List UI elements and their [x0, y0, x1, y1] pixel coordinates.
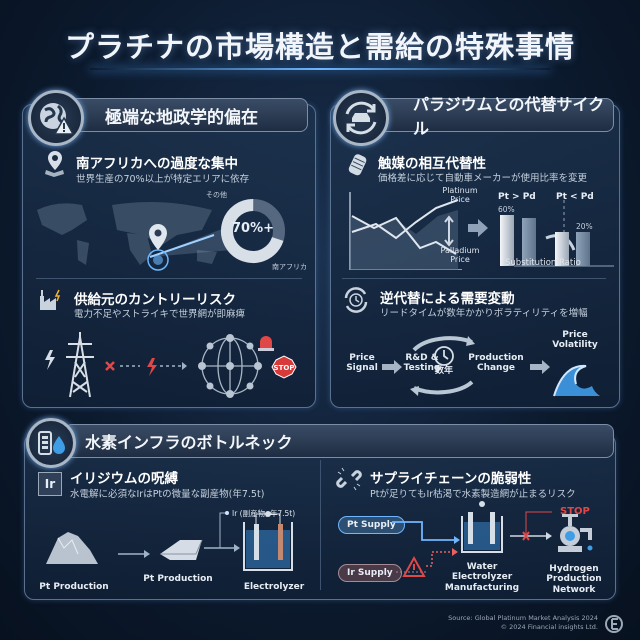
south-africa-marker: [140, 222, 176, 276]
section-desc: リードタイムが数年かかりボラティリティを増幅: [380, 308, 588, 319]
section-title: 逆代替による需要変動: [380, 291, 515, 307]
copyright-text: © 2024 Financial insights Ltd.: [500, 623, 598, 632]
section-title: サプライチェーンの脆弱性: [370, 471, 532, 487]
globe-warning-icon: [28, 90, 84, 146]
power-grid-diagram: STOP: [45, 332, 297, 398]
lightning-icon: [45, 350, 55, 370]
ir-supply-badge: Ir Supply: [338, 564, 402, 582]
stop-label: STOP: [560, 506, 590, 517]
platinum-bar-icon: [160, 540, 202, 560]
page-title: プラチナの市場構造と需給の特殊事情: [64, 30, 575, 64]
price-signal-label: Price Signal: [346, 353, 378, 374]
divider: [342, 278, 606, 279]
stop-sign-icon: [271, 355, 297, 379]
donut-center-value: 70%+: [231, 221, 274, 236]
manufacturing-label: Water Electrolyzer Manufacturing: [444, 562, 520, 593]
hydrogen-valve-icon: [558, 514, 593, 552]
arrow-right-icon: [468, 219, 488, 237]
share-donut-chart: [221, 199, 285, 263]
bar-pt-high: [500, 215, 514, 266]
platinum-price-label: Platinum Price: [442, 186, 478, 205]
clock-cycle-icon: [344, 287, 368, 313]
section-desc: Ptが足りてもIr枯渇で水素製造網が止まるリスク: [370, 489, 576, 500]
broken-chain-icon: [336, 467, 362, 491]
panel-header: 極端な地政学的偏在: [60, 98, 308, 132]
substitution-ratio-label: Substitution Ratio: [505, 258, 581, 268]
clock-icon: [434, 346, 454, 366]
price-volatility-label: Price Volatility: [552, 330, 598, 351]
supply-chain-diagram: [392, 501, 593, 577]
car-cycle-icon: [333, 90, 389, 146]
pt-supply-badge: Pt Supply: [338, 516, 405, 534]
pct-low-label: 20%: [576, 222, 593, 231]
wave-icon: [553, 364, 600, 397]
ore-label: Pt Production: [39, 582, 109, 592]
rnd-testing-label: R&D & Testing: [403, 353, 441, 374]
panel-header: 水素インフラのボトルネック: [64, 424, 614, 458]
location-pin-icon: [45, 151, 64, 177]
company-logo-icon: [605, 615, 623, 633]
section-title: 供給元のカントリーリスク: [74, 292, 236, 308]
section-desc: 価格差に応じて自動車メーカーが使用比率を変更: [378, 173, 588, 184]
red-lightning-icon: [147, 358, 157, 376]
palladium-price-label: Palladium Price: [440, 246, 480, 265]
electrolyzer-icon: [461, 501, 503, 553]
pt-gt-pd-label: Pt > Pd: [498, 192, 536, 202]
warning-icon: [402, 555, 426, 577]
years-label: 数年: [434, 366, 453, 376]
iridium-note: Ir (副産物, 年7.5t): [232, 509, 296, 518]
alarm-siren-icon: [260, 336, 272, 348]
title-divider: [90, 68, 550, 70]
substitution-chart: [349, 192, 614, 270]
broken-x-icon: [105, 361, 115, 371]
section-title: 南アフリカへの過度な集中: [76, 156, 238, 172]
pct-high-label: 60%: [498, 205, 515, 214]
divider: [320, 460, 321, 590]
network-label: Hydrogen Production Network: [546, 564, 602, 595]
divider: [36, 278, 302, 279]
reverse-substitution-flow: [382, 336, 600, 397]
source-text: Source: Global Platinum Market Analysis …: [448, 614, 598, 622]
bar-pd-low: [576, 232, 590, 266]
svg-text:STOP: STOP: [274, 364, 295, 372]
panel-header: パラジウムとの代替サイクル: [368, 95, 614, 138]
section-desc: 水電解に必須なIrはPtの微量な副産物(年7.5t): [70, 489, 265, 500]
section-title: 触媒の相互代替性: [378, 156, 486, 172]
production-change-label: Production Change: [468, 353, 524, 374]
ore-pile-icon: [46, 532, 98, 564]
iridium-flow-diagram: [46, 511, 293, 571]
pt-lt-pd-label: Pt < Pd: [556, 192, 594, 202]
footer-source: Source: Global Platinum Market Analysis …: [448, 614, 598, 632]
battery-water-icon: [26, 418, 76, 468]
platinum-line: [351, 199, 459, 240]
section-desc: 電力不足やストライキで世界網が即麻痺: [74, 309, 246, 320]
section-desc: 世界生産の70%以上が特定エリアに依存: [76, 174, 250, 185]
label-other: その他: [206, 191, 227, 199]
electrolyzer-label: Electrolyzer: [243, 582, 305, 592]
electrolyzer-icon: [243, 511, 293, 571]
bar-pt-low: [555, 232, 569, 266]
factory-icon: [40, 289, 61, 310]
bar-pd-high: [522, 218, 536, 266]
iridium-element-icon: Ir: [38, 472, 62, 496]
section-title: イリジウムの呪縛: [70, 471, 178, 487]
label-south-africa: 南アフリカ: [272, 263, 307, 271]
power-tower-icon: [66, 332, 94, 398]
world-map: [37, 201, 232, 265]
bar-label: Pt Production: [143, 574, 213, 584]
catalytic-converter-icon: [348, 154, 367, 176]
